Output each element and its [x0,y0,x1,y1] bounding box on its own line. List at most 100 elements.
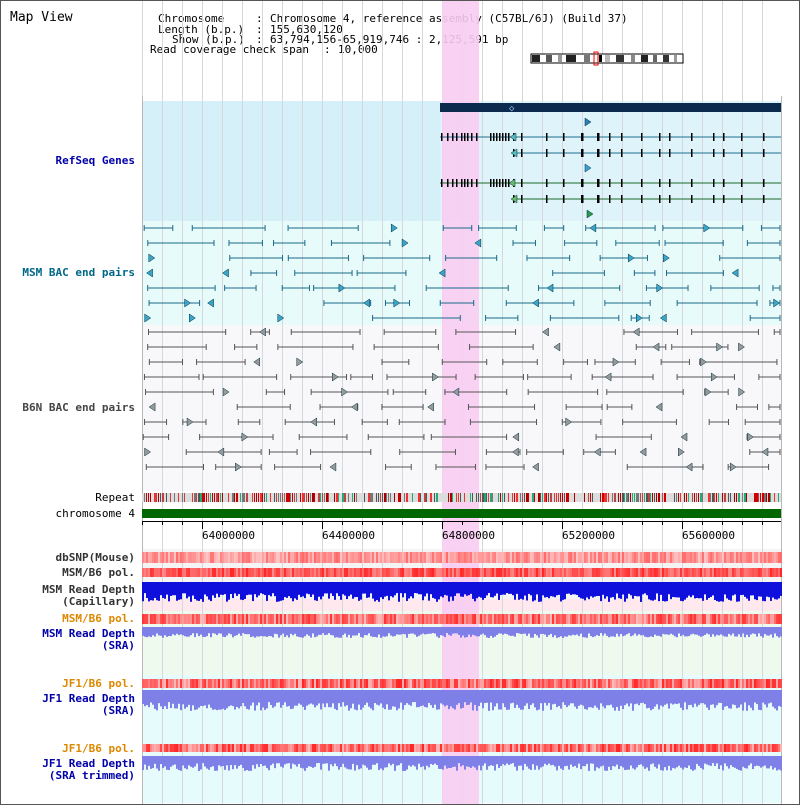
msm-sra-depth-bar [522,627,524,634]
dbsnp-cell [214,552,216,563]
chromosome-ideogram[interactable] [530,51,684,66]
jf1-trim-depth-bar [458,756,460,764]
msm-pol2-cell [458,614,460,624]
msm-cap-depth-bar [164,582,166,599]
msm-sra-depth-bar [474,627,476,636]
msm-pol2-cell [490,614,492,624]
msm-sra-depth-bar [678,627,680,634]
jf1-pol2-cell [374,744,376,752]
jf1-pol-cell [380,679,382,688]
jf1-pol-cell [720,679,722,688]
jf1-pol-cell [752,679,754,688]
jf1-pol-cell [710,679,712,688]
jf1-pol-cell [700,679,702,688]
msm-sra-depth-bar [562,627,564,638]
msm-sra-depth-bar [158,627,160,636]
jf1-trim-depth-bar [682,756,684,770]
msm-pol-cell [146,568,148,577]
dbsnp-cell [560,552,562,563]
jf1-pol-cell [776,679,778,688]
repeat-element [372,493,373,502]
msm-pol-cell [596,568,598,577]
msm-pol2-cell [612,614,614,624]
msm-pol2-cell [496,614,498,624]
jf1-pol-cell [206,679,208,688]
msm-pol2-cell [548,614,550,624]
msm-pol-cell [438,568,440,577]
msm-pol2-cell [426,614,428,624]
msm-sra-depth-bar [170,627,172,637]
jf1-pol2-cell [460,744,462,752]
jf1-trim-depth-bar [570,756,572,765]
msm-sra-depth-bar [328,627,330,634]
msm-pol-cell [536,568,538,577]
jf1-pol2-cell [430,744,432,752]
msm-sra-depth-bar [768,627,770,636]
msm-cap-depth-bar [736,582,738,602]
jf1-pol2-cell [456,744,458,752]
msm-cap-depth-bar [264,582,266,596]
jf1-trim-depth-bar [618,756,620,769]
msm-sra-depth-bar [646,627,648,638]
header-sep-2: : [256,23,263,36]
jf1-trim-depth-bar [408,756,410,766]
gene-exon [691,179,693,187]
msm-cap-depth-bar [726,582,728,599]
gene-exon [502,133,504,141]
msm-pol2-cell [184,614,186,624]
repeat-element [294,493,295,502]
jf1-pol-cell [696,679,698,688]
ideogram-band [566,55,576,62]
msm-pol2-cell [156,614,158,624]
msm-cap-depth-bar [778,582,780,599]
jf1-pol-cell [316,679,318,688]
jf1-sra-depth-bar [760,690,762,711]
msm-pol-cell [434,568,436,577]
dbsnp-cell [200,552,202,563]
repeat-element [558,493,559,502]
repeat-element [724,493,726,502]
msm-pol2-cell [650,614,652,624]
jf1-pol2-cell [776,744,778,752]
ideogram-position-marker [593,51,599,66]
jf1-pol-cell [596,679,598,688]
jf1-pol-cell [484,679,486,688]
jf1-pol2-cell [432,744,434,752]
msm-sra-depth-bar [674,627,676,637]
gene-exon [461,133,463,141]
gene-exon [546,195,548,203]
msm-pol2-cell [194,614,196,624]
msm-pol2-cell [552,614,554,624]
jf1-trim-depth-bar [276,756,278,764]
jf1-sra-depth-bar [686,690,688,710]
msm-pol-cell [444,568,446,577]
msm-cap-depth-bar [540,582,542,602]
msm-pol2-cell [456,614,458,624]
jf1-trim-depth-bar [666,756,668,771]
jf1-pol-cell [356,679,358,688]
gene-exon [546,149,548,157]
jf1-trim-depth-bar [240,756,242,765]
msm-pol2-cell [438,614,440,624]
jf1-pol2-cell [500,744,502,752]
jf1-pol2-cell [392,744,394,752]
msm-pol2-cell [412,614,414,624]
jf1-pol2-cell [406,744,408,752]
msm-pol2-cell [198,614,200,624]
jf1-pol2-cell [554,744,556,752]
msm-pol2-cell [350,614,352,624]
msm-sra-depth-bar [258,627,260,637]
jf1-pol-cell [362,679,364,688]
msm-pol-cell [702,568,704,577]
msm-sra-depth-bar [388,627,390,634]
jf1-trim-depth-bar [352,756,354,764]
msm-sra-depth-bar [352,627,354,636]
jf1-pol2-cell [268,744,270,752]
jf1-trim-depth-bar [186,756,188,770]
dbsnp-cell [250,552,252,563]
repeat-element [318,493,320,502]
jf1-sra-depth-bar [508,690,510,710]
jf1-trim-depth-bar [512,756,514,764]
jf1-pol2-cell [266,744,268,752]
